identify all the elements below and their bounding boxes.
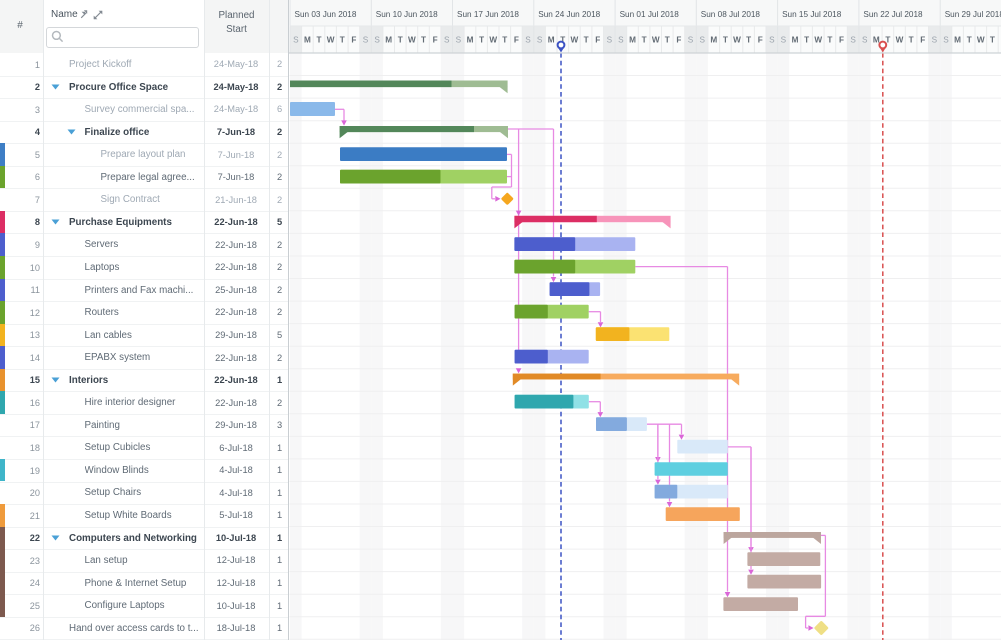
svg-text:F: F [351, 36, 356, 45]
svg-text:W: W [408, 36, 416, 45]
svg-text:W: W [327, 36, 335, 45]
svg-text:W: W [896, 36, 904, 45]
svg-text:Sun 15 Jul 2018: Sun 15 Jul 2018 [782, 10, 842, 19]
svg-text:S: S [537, 36, 543, 45]
svg-text:M: M [954, 36, 961, 45]
svg-text:F: F [920, 36, 925, 45]
svg-text:W: W [814, 36, 822, 45]
svg-text:F: F [758, 36, 763, 45]
svg-text:Sun 22 Jul 2018: Sun 22 Jul 2018 [863, 10, 923, 19]
svg-text:T: T [421, 36, 426, 45]
svg-text:T: T [479, 36, 484, 45]
svg-text:S: S [293, 36, 299, 45]
svg-text:S: S [374, 36, 380, 45]
svg-text:T: T [340, 36, 345, 45]
svg-text:S: S [688, 36, 694, 45]
svg-text:Sun 24 Jun 2018: Sun 24 Jun 2018 [538, 10, 600, 19]
svg-text:T: T [909, 36, 914, 45]
svg-text:W: W [652, 36, 660, 45]
svg-text:S: S [444, 36, 450, 45]
svg-text:T: T [316, 36, 321, 45]
svg-text:T: T [642, 36, 647, 45]
svg-text:Sun 10 Jun 2018: Sun 10 Jun 2018 [376, 10, 438, 19]
svg-text:W: W [733, 36, 741, 45]
svg-text:M: M [304, 36, 311, 45]
svg-text:W: W [571, 36, 579, 45]
svg-text:T: T [398, 36, 403, 45]
svg-text:S: S [525, 36, 531, 45]
svg-text:S: S [607, 36, 613, 45]
svg-text:T: T [804, 36, 809, 45]
svg-text:T: T [502, 36, 507, 45]
svg-text:W: W [977, 36, 985, 45]
svg-text:S: S [769, 36, 775, 45]
svg-text:S: S [850, 36, 856, 45]
svg-text:M: M [792, 36, 799, 45]
svg-text:S: S [618, 36, 624, 45]
svg-text:M: M [467, 36, 474, 45]
svg-text:T: T [967, 36, 972, 45]
svg-text:T: T [560, 36, 565, 45]
svg-text:F: F [595, 36, 600, 45]
svg-text:W: W [489, 36, 497, 45]
svg-text:T: T [723, 36, 728, 45]
svg-text:S: S [699, 36, 705, 45]
svg-text:Sun 08 Jul 2018: Sun 08 Jul 2018 [701, 10, 761, 19]
svg-text:M: M [710, 36, 717, 45]
svg-text:T: T [885, 36, 890, 45]
svg-text:S: S [363, 36, 369, 45]
svg-text:S: S [932, 36, 938, 45]
svg-text:M: M [548, 36, 555, 45]
svg-text:Sun 29 Jul 2018: Sun 29 Jul 2018 [945, 10, 1001, 19]
svg-text:S: S [781, 36, 787, 45]
svg-text:T: T [990, 36, 995, 45]
svg-text:T: T [827, 36, 832, 45]
svg-text:Sun 01 Jul 2018: Sun 01 Jul 2018 [620, 10, 680, 19]
svg-text:Sun 17 Jun 2018: Sun 17 Jun 2018 [457, 10, 519, 19]
svg-text:T: T [665, 36, 670, 45]
svg-text:S: S [943, 36, 949, 45]
svg-text:S: S [862, 36, 868, 45]
svg-text:M: M [873, 36, 880, 45]
svg-text:M: M [385, 36, 392, 45]
svg-text:M: M [629, 36, 636, 45]
svg-text:S: S [456, 36, 462, 45]
svg-text:F: F [514, 36, 519, 45]
svg-text:F: F [676, 36, 681, 45]
svg-text:T: T [746, 36, 751, 45]
svg-text:F: F [839, 36, 844, 45]
svg-text:F: F [433, 36, 438, 45]
svg-text:T: T [584, 36, 589, 45]
svg-text:Sun 03 Jun 2018: Sun 03 Jun 2018 [295, 10, 357, 19]
